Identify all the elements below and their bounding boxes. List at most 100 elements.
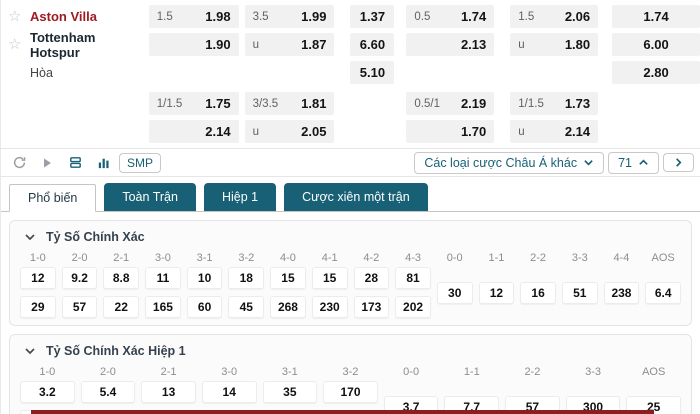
score-odds-cell[interactable]: 45 bbox=[228, 296, 265, 318]
odds-cell-1x2-home-ht[interactable]: 1.74 bbox=[612, 5, 700, 28]
play-icon[interactable] bbox=[35, 152, 59, 173]
bar-chart-icon[interactable] bbox=[91, 152, 115, 173]
score-odds-cell[interactable]: 60 bbox=[186, 296, 223, 318]
score-odds-cell[interactable]: 29 bbox=[20, 296, 56, 318]
chevron-right-icon bbox=[676, 158, 682, 167]
odds-cell-ou-alt2[interactable]: u 2.05 bbox=[244, 120, 335, 143]
score-odds-cell[interactable]: 15 bbox=[270, 267, 306, 289]
score-odds-cell[interactable]: 57 bbox=[61, 296, 98, 318]
score-odds-cell[interactable]: 173 bbox=[353, 296, 390, 318]
score-odds-cell[interactable]: 3.2 bbox=[20, 381, 75, 403]
section-header[interactable]: Tỷ Số Chính Xác Hiệp 1 bbox=[20, 339, 681, 363]
odds-price: 1.80 bbox=[564, 37, 591, 52]
smp-button[interactable]: SMP bbox=[119, 152, 162, 173]
score-odds-cell[interactable]: 5.4 bbox=[80, 381, 136, 403]
score-odds-cell[interactable]: 81 bbox=[395, 267, 431, 289]
score-odds-cell[interactable]: 16 bbox=[520, 281, 556, 304]
score-header: 2-0 bbox=[71, 251, 88, 264]
score-odds-cell[interactable]: 14 bbox=[201, 381, 257, 403]
score-odds-cell[interactable]: 22 bbox=[103, 296, 140, 318]
market-count-collapse-button[interactable]: 71 bbox=[608, 151, 659, 174]
score-odds-cell[interactable]: 3.7 bbox=[383, 395, 439, 414]
odds-cell-handicap-alt2-ht[interactable]: 1.70 bbox=[406, 120, 495, 143]
score-odds-cell[interactable]: 238 bbox=[603, 281, 640, 304]
score-header: 3-2 bbox=[238, 251, 255, 264]
odds-price: 1.73 bbox=[564, 96, 591, 111]
market-tabs: Phổ biến Toàn Trận Hiệp 1 Cược xiên một … bbox=[1, 177, 700, 212]
tab-first-half[interactable]: Hiệp 1 bbox=[203, 183, 277, 211]
score-odds-cell[interactable]: 9.2 bbox=[61, 267, 98, 289]
tab-popular[interactable]: Phổ biến bbox=[9, 184, 97, 212]
score-odds-cell[interactable]: 268 bbox=[270, 296, 306, 318]
odds-cell-handicap-alt-ht[interactable]: 0.5/1 2.19 bbox=[406, 92, 495, 115]
score-header: 0-0 bbox=[403, 365, 420, 378]
odds-cell-1x2-away-ht[interactable]: 6.00 bbox=[612, 33, 700, 56]
score-header: 1-0 bbox=[29, 251, 46, 264]
score-odds-cell[interactable]: 51 bbox=[561, 281, 598, 304]
odds-cell-handicap-alt[interactable]: 1/1.5 1.75 bbox=[148, 92, 239, 115]
odds-cell-ou-alt[interactable]: 3/3.5 1.81 bbox=[244, 92, 335, 115]
odds-cell-handicap-away[interactable]: 1.90 bbox=[148, 33, 239, 56]
odds-cell-handicap-home[interactable]: 1.5 1.98 bbox=[148, 5, 239, 28]
odds-price: 2.13 bbox=[460, 37, 487, 52]
section-header[interactable]: Tỷ Số Chính Xác bbox=[20, 225, 681, 249]
score-odds-cell[interactable]: 12 bbox=[478, 281, 515, 304]
odds-cell-ou-over[interactable]: 3.5 1.99 bbox=[244, 5, 335, 28]
odds-price: 1.90 bbox=[205, 37, 231, 52]
score-header: 3-3 bbox=[571, 251, 588, 264]
score-odds-cell[interactable]: 165 bbox=[145, 296, 181, 318]
favorite-star-icon[interactable]: ☆ bbox=[8, 36, 22, 53]
score-odds-cell[interactable]: 11 bbox=[145, 267, 181, 289]
odds-cell-ou-under-ht[interactable]: u 1.80 bbox=[510, 33, 599, 56]
score-header: 2-2 bbox=[524, 365, 541, 378]
score-odds-cell[interactable]: 8.8 bbox=[103, 267, 140, 289]
score-odds-cell[interactable]: 35 bbox=[262, 381, 318, 403]
score-header: 1-0 bbox=[39, 365, 56, 378]
score-odds-cell[interactable]: 202 bbox=[395, 296, 431, 318]
score-odds-cell[interactable]: 170 bbox=[323, 381, 378, 403]
odds-cell-ou-alt2-ht[interactable]: u 2.14 bbox=[510, 120, 599, 143]
score-odds-cell[interactable]: 28 bbox=[353, 267, 390, 289]
score-odds-cell[interactable]: 15 bbox=[311, 267, 348, 289]
draw-label: Hòa bbox=[30, 65, 53, 80]
odds-price: 2.80 bbox=[643, 65, 669, 80]
score-header: 1-1 bbox=[463, 365, 480, 378]
odds-row-draw: ☆ Hòa 5.10 2.80 bbox=[1, 61, 700, 84]
odds-cell-ou-alt-ht[interactable]: 1/1.5 1.73 bbox=[510, 92, 599, 115]
market-toolbar: SMP Các loại cược Châu Á khác 71 bbox=[1, 148, 700, 177]
odds-price: 1.37 bbox=[359, 9, 386, 24]
odds-price: 2.06 bbox=[564, 9, 591, 24]
next-button[interactable] bbox=[663, 153, 694, 172]
market-type-dropdown[interactable]: Các loại cược Châu Á khác bbox=[414, 151, 605, 174]
tab-full-match[interactable]: Toàn Trận bbox=[104, 183, 196, 211]
score-odds-cell[interactable]: 6.4 bbox=[645, 281, 681, 304]
score-odds-cell[interactable]: 12 bbox=[20, 267, 56, 289]
score-odds-cell[interactable]: 30 bbox=[436, 281, 473, 304]
odds-cell-ou-over-ht[interactable]: 1.5 2.06 bbox=[510, 5, 599, 28]
score-odds-cell[interactable]: 18 bbox=[228, 267, 265, 289]
chevron-down-icon bbox=[24, 345, 36, 357]
odds-cell-1x2-home[interactable]: 1.37 bbox=[350, 5, 395, 28]
odds-price: 6.00 bbox=[643, 37, 669, 52]
odds-cell-1x2-draw[interactable]: 5.10 bbox=[350, 61, 395, 84]
ou-line: 3/3.5 bbox=[252, 97, 279, 110]
score-odds-cell[interactable]: 57 bbox=[505, 395, 560, 414]
favorite-star-icon[interactable]: ☆ bbox=[8, 8, 22, 25]
stacked-markets-icon[interactable] bbox=[63, 152, 87, 173]
odds-price: 2.14 bbox=[564, 124, 591, 139]
score-odds-cell[interactable]: 25 bbox=[626, 395, 681, 414]
odds-cell-1x2-draw-ht[interactable]: 2.80 bbox=[612, 61, 700, 84]
tab-single-match-parlay[interactable]: Cược xiên một trận bbox=[284, 183, 428, 211]
odds-cell-1x2-away[interactable]: 6.60 bbox=[350, 33, 395, 56]
odds-price: 1.87 bbox=[301, 37, 327, 52]
odds-cell-handicap-away-ht[interactable]: 2.13 bbox=[406, 33, 495, 56]
odds-cell-ou-under[interactable]: u 1.87 bbox=[244, 33, 335, 56]
odds-cell-handicap-home-ht[interactable]: 0.5 1.74 bbox=[406, 5, 495, 28]
score-odds-cell[interactable]: 230 bbox=[311, 296, 348, 318]
refresh-history-icon[interactable] bbox=[7, 152, 31, 173]
score-odds-cell[interactable]: 13 bbox=[141, 381, 196, 403]
ou-line: 1/1.5 bbox=[518, 97, 544, 110]
score-odds-cell[interactable]: 10 bbox=[186, 267, 223, 289]
odds-cell-handicap-alt2[interactable]: 2.14 bbox=[148, 120, 239, 143]
